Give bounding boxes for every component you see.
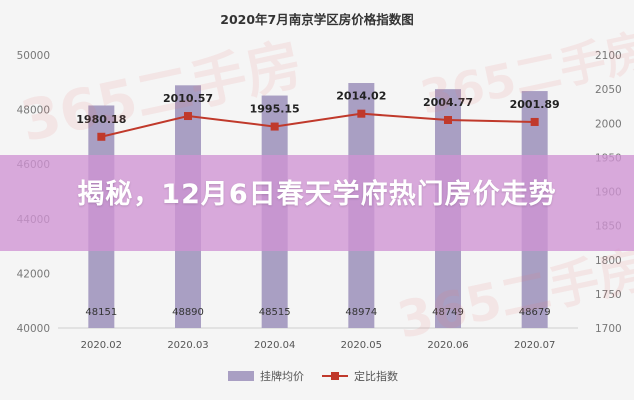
x-tick-label: 2020.06 (427, 340, 468, 351)
x-tick-label: 2020.04 (254, 340, 295, 351)
right-tick-label: 1700 (595, 323, 622, 335)
left-tick-label: 40000 (17, 323, 50, 335)
right-tick-label: 1800 (595, 255, 622, 267)
chart-title: 2020年7月南京学区房价格指数图 (220, 12, 414, 27)
bar-value-label: 48749 (432, 307, 464, 318)
line-value-label: 1980.18 (76, 113, 126, 126)
legend-swatch-bar (228, 371, 254, 381)
banner-headline: 揭秘，12月6日春天学府热门房价走势 (77, 179, 557, 210)
x-tick-label: 2020.07 (514, 340, 555, 351)
line-value-label: 1995.15 (250, 103, 300, 116)
line-value-label: 2010.57 (163, 92, 213, 105)
right-tick-label: 2100 (595, 50, 622, 62)
right-tick-label: 1750 (595, 289, 622, 301)
index-marker (97, 132, 106, 141)
bar-value-label: 48890 (172, 307, 204, 318)
x-tick-label: 2020.02 (81, 340, 122, 351)
x-tick-label: 2020.03 (167, 340, 208, 351)
legend-label-line: 定比指数 (354, 369, 398, 383)
line-value-label: 2004.77 (423, 96, 473, 109)
bar-value-label: 48679 (519, 307, 551, 318)
index-marker (357, 109, 366, 118)
legend-swatch-marker (331, 372, 339, 380)
bar-value-label: 48515 (259, 307, 291, 318)
legend-label-bar: 挂牌均价 (260, 369, 304, 383)
x-tick-label: 2020.05 (341, 340, 382, 351)
index-marker (444, 115, 452, 124)
right-tick-label: 2000 (595, 118, 622, 130)
index-line (101, 112, 535, 138)
left-tick-label: 42000 (17, 268, 50, 280)
bar-value-label: 48974 (345, 307, 377, 318)
index-marker (184, 112, 192, 121)
bar-value-label: 48151 (85, 307, 117, 318)
right-tick-label: 2050 (595, 84, 622, 96)
index-marker (530, 117, 539, 126)
line-value-label: 2014.02 (336, 90, 386, 103)
left-tick-label: 48000 (17, 105, 50, 117)
line-value-label: 2001.89 (510, 98, 560, 111)
title-banner (0, 155, 634, 251)
left-tick-label: 50000 (17, 50, 50, 62)
index-marker (270, 122, 279, 131)
